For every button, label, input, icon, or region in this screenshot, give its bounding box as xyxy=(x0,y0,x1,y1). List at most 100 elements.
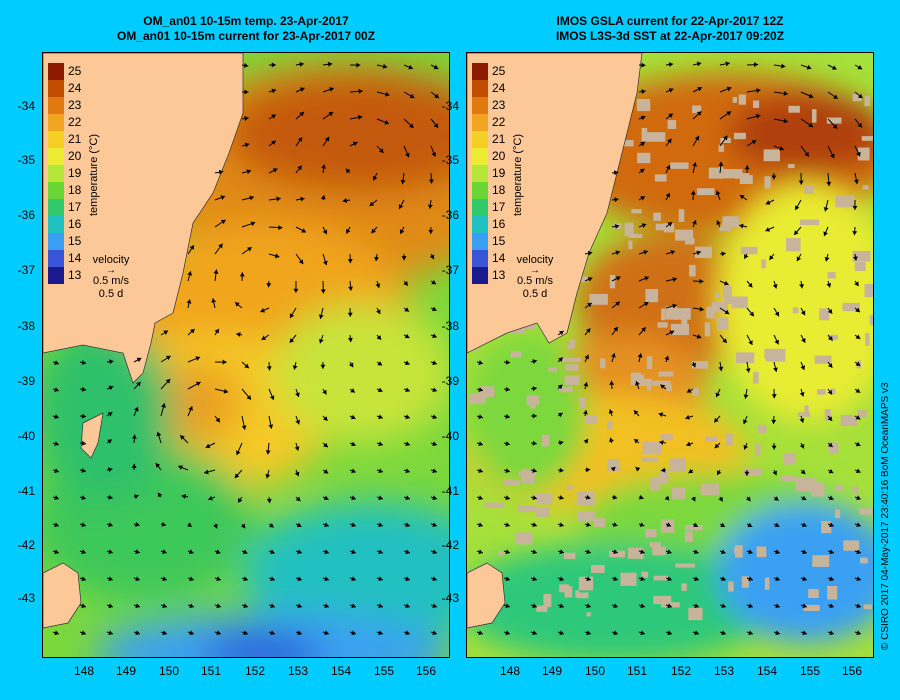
current-arrowhead xyxy=(320,289,326,294)
current-arrowhead xyxy=(155,463,161,468)
cloud-pixel xyxy=(857,147,870,161)
current-arrowhead xyxy=(195,381,201,387)
current-arrowhead xyxy=(692,162,698,167)
cloud-pixel xyxy=(827,272,836,279)
current-arrowhead xyxy=(613,603,618,609)
current-arrowhead xyxy=(505,630,510,636)
current-arrowhead xyxy=(378,549,383,555)
current-arrowhead xyxy=(718,161,724,167)
current-arrowhead xyxy=(608,409,614,414)
current-arrowhead xyxy=(751,140,757,145)
current-arrowhead xyxy=(667,138,672,144)
current-arrowhead xyxy=(856,495,861,501)
cloud-pixel xyxy=(579,397,586,409)
current-arrowhead xyxy=(81,360,87,365)
left-lat-label: -43 xyxy=(17,591,35,605)
current-arrowhead xyxy=(685,414,690,420)
right-map[interactable] xyxy=(466,52,874,658)
current-arrowhead xyxy=(478,630,483,636)
cloud-pixel xyxy=(758,425,767,433)
current-arrowhead xyxy=(696,111,702,116)
current-arrowhead xyxy=(855,441,861,447)
current-arrowhead xyxy=(108,467,113,473)
current-arrowhead xyxy=(856,603,861,609)
current-arrowhead xyxy=(641,89,646,95)
cloud-pixel xyxy=(723,285,732,300)
current-arrowhead xyxy=(135,522,140,527)
current-arrowhead xyxy=(405,522,410,528)
current-arrowhead xyxy=(855,361,861,366)
legend-tick-label: 20 xyxy=(492,149,506,163)
current-arrowhead xyxy=(216,576,221,582)
cloud-pixel xyxy=(852,94,862,102)
cloud-pixel xyxy=(517,505,537,513)
current-arrowhead xyxy=(583,438,589,444)
cloud-pixel xyxy=(593,517,606,527)
current-arrowhead xyxy=(271,62,276,68)
current-arrowhead xyxy=(261,335,267,340)
current-arrowhead xyxy=(772,283,778,289)
current-arrowhead xyxy=(81,440,86,446)
current-arrowhead xyxy=(298,259,304,265)
current-arrowhead xyxy=(827,363,833,368)
current-arrowhead xyxy=(725,61,730,67)
current-arrowhead xyxy=(826,181,832,186)
current-arrowhead xyxy=(772,470,778,476)
current-arrowhead xyxy=(585,467,591,473)
current-arrowhead xyxy=(54,549,59,555)
legend-swatch xyxy=(48,199,64,216)
velocity-arrow-icon: → xyxy=(106,265,116,276)
cloud-pixel xyxy=(645,529,657,538)
current-arrowhead xyxy=(272,168,278,173)
current-arrowhead xyxy=(431,279,437,285)
current-arrowhead xyxy=(659,440,664,446)
cloud-pixel xyxy=(808,589,819,598)
current-arrowhead xyxy=(773,367,778,372)
right-lat-label: -40 xyxy=(441,429,459,443)
current-arrowhead xyxy=(432,522,437,528)
legend-swatch xyxy=(472,131,488,148)
current-arrowhead xyxy=(297,165,302,171)
current-arrowhead xyxy=(215,417,220,423)
cloud-pixel xyxy=(854,262,866,271)
current-arrowhead xyxy=(855,334,861,339)
cloud-pixel xyxy=(869,315,873,325)
current-arrowhead xyxy=(559,549,564,555)
current-arrowhead xyxy=(505,468,510,474)
current-arrowhead xyxy=(586,494,591,500)
current-arrowhead xyxy=(779,146,784,151)
current-arrowhead xyxy=(609,437,614,443)
legend-tick-label: 21 xyxy=(492,132,506,146)
cloud-pixel xyxy=(665,306,677,320)
cloud-pixel xyxy=(586,612,591,617)
cloud-pixel xyxy=(469,393,486,404)
current-arrowhead xyxy=(856,151,861,157)
current-arrowhead xyxy=(696,250,701,256)
right-lon-label: 156 xyxy=(841,664,863,678)
current-arrowhead xyxy=(800,365,806,370)
current-arrowhead xyxy=(218,243,223,249)
current-arrowhead xyxy=(800,310,806,316)
current-arrowhead xyxy=(828,336,833,341)
cloud-pixel xyxy=(700,483,720,496)
current-arrowhead xyxy=(108,630,113,636)
current-arrowhead xyxy=(634,439,639,444)
left-lon-label: 148 xyxy=(73,664,95,678)
current-arrowhead xyxy=(643,249,648,255)
cloud-pixel xyxy=(852,486,859,494)
left-map[interactable] xyxy=(42,52,450,658)
current-arrowhead xyxy=(633,410,639,415)
current-arrowhead xyxy=(857,93,863,99)
current-arrowhead xyxy=(265,450,271,455)
current-arrowhead xyxy=(270,630,275,636)
legend-tick-label: 23 xyxy=(492,98,506,112)
current-arrowhead xyxy=(831,65,837,70)
current-arrowhead xyxy=(351,630,356,636)
current-arrowhead xyxy=(357,114,363,120)
current-arrowhead xyxy=(409,93,415,99)
cloud-pixel xyxy=(559,584,569,593)
cloud-pixel xyxy=(718,144,724,152)
current-arrowhead xyxy=(382,63,388,69)
current-arrowhead xyxy=(108,494,113,500)
current-arrowhead xyxy=(830,153,835,159)
